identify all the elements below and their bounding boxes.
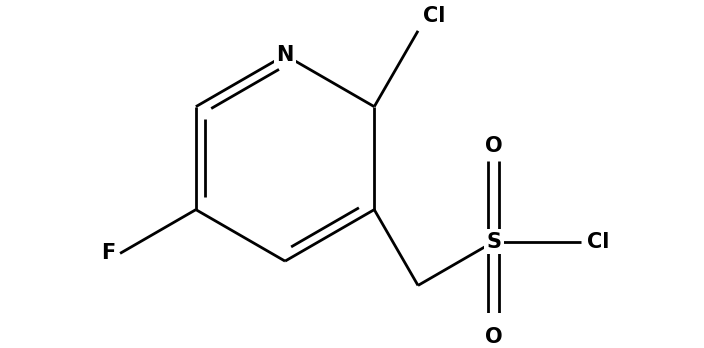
Text: Cl: Cl bbox=[423, 6, 446, 26]
Text: F: F bbox=[101, 243, 115, 263]
Text: O: O bbox=[485, 136, 503, 156]
Text: N: N bbox=[277, 45, 294, 65]
Text: S: S bbox=[486, 232, 501, 252]
Text: Cl: Cl bbox=[586, 232, 609, 252]
Text: O: O bbox=[485, 327, 503, 347]
